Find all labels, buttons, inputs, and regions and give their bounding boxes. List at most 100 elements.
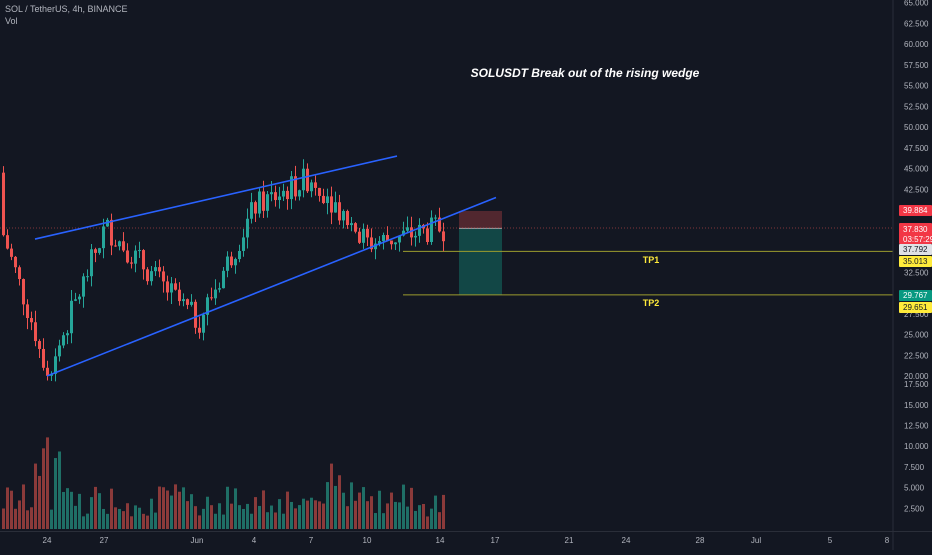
- volume-bar: [122, 511, 125, 529]
- candle-body: [286, 190, 289, 200]
- volume-bar: [366, 501, 369, 529]
- tp1-price-tag: 35.013: [903, 257, 928, 266]
- y-tick-label: 22.500: [904, 351, 929, 360]
- volume-bar: [342, 492, 345, 529]
- volume-bar: [422, 503, 425, 529]
- volume-bar: [330, 463, 333, 529]
- volume-bar: [142, 513, 145, 529]
- countdown-tag: 03:57:29: [903, 235, 932, 244]
- x-tick-label: 14: [436, 536, 445, 545]
- volume-bar: [54, 458, 57, 529]
- volume-bar: [306, 500, 309, 529]
- x-tick-label: 24: [43, 536, 52, 545]
- candle-body: [226, 256, 229, 271]
- candle-body: [82, 276, 85, 297]
- candle-body: [26, 304, 29, 319]
- candle-body: [38, 341, 41, 349]
- volume-bar: [386, 503, 389, 529]
- volume-bar: [254, 497, 257, 529]
- x-tick-label: Jul: [751, 536, 761, 545]
- candle-body: [130, 262, 133, 264]
- volume-bar: [370, 496, 373, 529]
- x-tick-label: 24: [622, 536, 631, 545]
- volume-bar: [42, 448, 45, 529]
- symbol-header: SOL / TetherUS, 4h, BINANCE: [5, 4, 128, 14]
- candle-body: [98, 248, 101, 253]
- candle-body: [410, 227, 413, 238]
- volume-bar: [38, 475, 41, 529]
- y-tick-label: 27.500: [904, 310, 929, 319]
- volume-bar: [82, 516, 85, 529]
- x-tick-label: 8: [885, 536, 890, 545]
- candle-body: [146, 269, 149, 282]
- candle-body: [62, 335, 65, 346]
- x-tick-label: 27: [100, 536, 109, 545]
- volume-bar: [110, 488, 113, 529]
- candle-body: [178, 289, 181, 302]
- candle-body: [182, 299, 185, 302]
- candle-body: [382, 235, 385, 242]
- y-tick-label: 42.500: [904, 185, 929, 194]
- candle-body: [102, 226, 105, 249]
- volume-bar: [102, 508, 105, 529]
- volume-bar: [206, 496, 209, 529]
- volume-bar: [354, 500, 357, 529]
- y-tick-label: 60.000: [904, 40, 929, 49]
- volume-bar: [66, 488, 69, 529]
- volume-bar: [30, 507, 33, 529]
- volume-bar: [178, 491, 181, 529]
- candle-body: [362, 228, 365, 243]
- candle-body: [290, 176, 293, 200]
- candle-body: [30, 318, 33, 323]
- candle-body: [34, 322, 37, 342]
- volume-bar: [258, 505, 261, 529]
- candle-body: [386, 235, 389, 241]
- time-axis-border: [0, 531, 932, 532]
- volume-bar: [250, 513, 253, 529]
- candle-body: [350, 223, 353, 226]
- x-tick-label: 4: [252, 536, 257, 545]
- candle-body: [122, 241, 125, 251]
- y-tick-label: 50.000: [904, 123, 929, 132]
- candle-body: [282, 190, 285, 197]
- volume-bar: [278, 499, 281, 529]
- candle-body: [354, 223, 357, 232]
- candle-body: [334, 202, 337, 213]
- volume-bar: [282, 513, 285, 529]
- candle-body: [230, 256, 233, 266]
- y-tick-label: 25.000: [904, 331, 929, 340]
- candle-body: [342, 211, 345, 221]
- volume-bar: [434, 495, 437, 529]
- volume-bar: [394, 501, 397, 529]
- stop-loss-zone: [459, 210, 502, 229]
- candle-body: [346, 211, 349, 226]
- entry-price-tag-bg: [899, 244, 932, 255]
- candle-body: [310, 182, 313, 192]
- candle-body: [206, 297, 209, 315]
- volume-bar: [362, 487, 365, 529]
- candle-body: [150, 271, 153, 282]
- y-tick-label: 47.500: [904, 144, 929, 153]
- volume-bar: [234, 488, 237, 529]
- candle-body: [54, 356, 57, 374]
- x-tick-label: 17: [491, 536, 500, 545]
- y-tick-label: 32.500: [904, 268, 929, 277]
- candle-body: [242, 237, 245, 251]
- candle-body: [414, 235, 417, 238]
- volume-bar: [162, 487, 165, 529]
- y-tick-label: 17.500: [904, 380, 929, 389]
- volume-bar: [134, 505, 137, 529]
- candle-body: [186, 299, 189, 305]
- candle-body: [214, 289, 217, 299]
- candle-body: [198, 327, 201, 333]
- volume-bar: [114, 507, 117, 529]
- volume-bar: [46, 437, 49, 529]
- x-tick-label: 7: [309, 536, 314, 545]
- candle-body: [170, 283, 173, 293]
- volume-bar: [274, 512, 277, 529]
- volume-bar: [322, 503, 325, 529]
- stop-price-tag: 39.884: [903, 206, 928, 215]
- volume-bar: [214, 513, 217, 529]
